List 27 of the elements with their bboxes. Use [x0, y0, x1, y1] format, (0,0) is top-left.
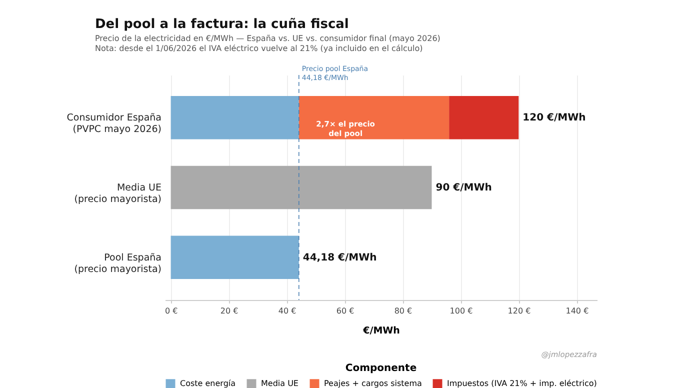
legend-label: Coste energía	[180, 378, 236, 388]
x-tick-label: 40 €	[278, 306, 296, 316]
bar	[449, 96, 519, 140]
legend-label: Impuestos (IVA 21% + imp. eléctrico)	[447, 378, 597, 388]
x-tick-label: 120 €	[508, 306, 531, 316]
y-tick-label: Pool España (precio mayorista)	[74, 252, 162, 275]
chart-title: Del pool a la factura: la cuña fiscal	[95, 17, 349, 32]
x-tick-label: 80 €	[394, 306, 412, 316]
bar	[170, 166, 432, 210]
x-tick-label: 0 €	[164, 306, 178, 316]
x-axis-title: €/MWh	[362, 326, 400, 336]
legend-label: Media UE	[261, 378, 298, 388]
y-tick-label: Consumidor España (PVPC mayo 2026)	[66, 112, 162, 136]
y-tick-label: Media UE (precio mayorista)	[74, 182, 162, 205]
x-tick-label: 20 €	[220, 306, 238, 316]
total-label: 90 €/MWh	[436, 182, 492, 194]
bar	[170, 96, 299, 140]
total-label: 120 €/MWh	[522, 112, 586, 124]
chart-subtitle: Precio de la electricidad en €/MWh — España vs. UE vs. consumidor final (mayo 2026) Nota: desde el 1/06/2026 el IVA eléctrico vuelve al 21% (ya incluido en el cálculo)	[95, 34, 440, 53]
bar	[298, 96, 450, 140]
x-tick-label: 100 €	[450, 306, 473, 316]
legend-title: Componente	[345, 363, 417, 374]
x-tick-label: 60 €	[336, 306, 354, 316]
bar	[170, 236, 299, 280]
total-label: 44,18 €/MWh	[302, 252, 377, 264]
legend-label: Peajes + cargos sistema	[324, 378, 422, 388]
x-tick-label: 140 €	[566, 306, 589, 316]
